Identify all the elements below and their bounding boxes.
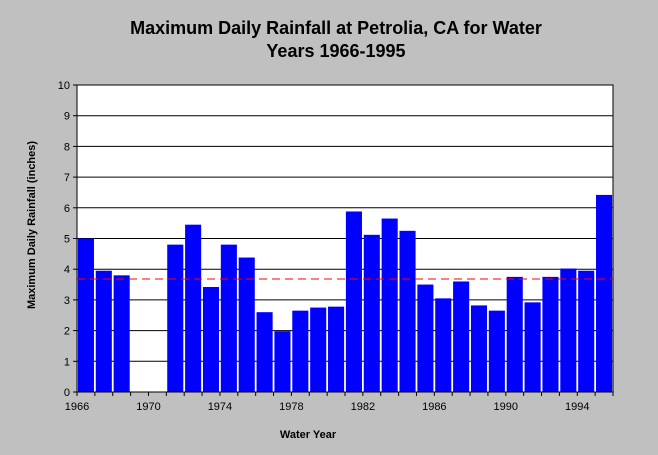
bar [292, 310, 309, 392]
chart-title-line-2: Years 1966-1995 [266, 41, 405, 61]
bars [77, 194, 613, 392]
x-tick-label: 1974 [208, 401, 232, 413]
x-tick-label: 1986 [422, 401, 446, 413]
bar [345, 211, 362, 392]
y-tick-label: 4 [64, 264, 70, 276]
bar [310, 307, 327, 392]
plot-border [76, 84, 614, 393]
bar [167, 244, 184, 392]
y-tick-label: 3 [64, 295, 70, 307]
y-tick-label: 9 [64, 111, 70, 123]
bar [453, 281, 470, 392]
y-tick-label: 5 [64, 234, 70, 246]
bar [399, 230, 416, 392]
bar [256, 312, 273, 392]
bar [363, 234, 380, 392]
x-tick-label: 1994 [565, 401, 589, 413]
x-tick-label: 1978 [279, 401, 303, 413]
bar [238, 257, 255, 392]
bar [542, 276, 559, 392]
bar [417, 284, 434, 392]
y-tick-label: 0 [64, 387, 70, 399]
y-axis-title: Maximum Daily Rainfall (inches) [26, 141, 38, 309]
bar [113, 275, 130, 392]
chart-title-line-1: Maximum Daily Rainfall at Petrolia, CA f… [130, 18, 542, 38]
bar [328, 306, 345, 392]
y-tick-label: 8 [64, 141, 70, 153]
x-tick-label: 1982 [351, 401, 375, 413]
bar [470, 305, 488, 392]
bar [488, 310, 505, 392]
bar [95, 270, 112, 392]
y-tick-label: 6 [64, 203, 70, 215]
y-tick-label: 2 [64, 326, 70, 338]
bar [202, 287, 220, 392]
axes: 0 1 2 3 4 5 6 7 8 9 10 1966 1970 1974 1978 1982 1986 1990… [58, 80, 614, 413]
bar [274, 331, 291, 392]
bar [435, 298, 452, 392]
x-tick-label: 1970 [136, 401, 160, 413]
gridlines [77, 115, 613, 362]
bar [578, 270, 595, 392]
bar [560, 268, 577, 392]
bar [524, 302, 541, 392]
bar [220, 244, 237, 392]
x-tick-label: 1990 [494, 401, 518, 413]
bar [77, 238, 94, 392]
x-axis-title: Water Year [280, 429, 337, 441]
y-tick-label: 1 [64, 356, 70, 368]
bar [381, 218, 398, 392]
x-tick-label: 1966 [65, 401, 89, 413]
bar [506, 276, 523, 392]
y-tick-label: 10 [58, 80, 70, 92]
y-tick-label: 7 [64, 172, 70, 184]
bar [596, 194, 613, 392]
bar [185, 224, 202, 392]
